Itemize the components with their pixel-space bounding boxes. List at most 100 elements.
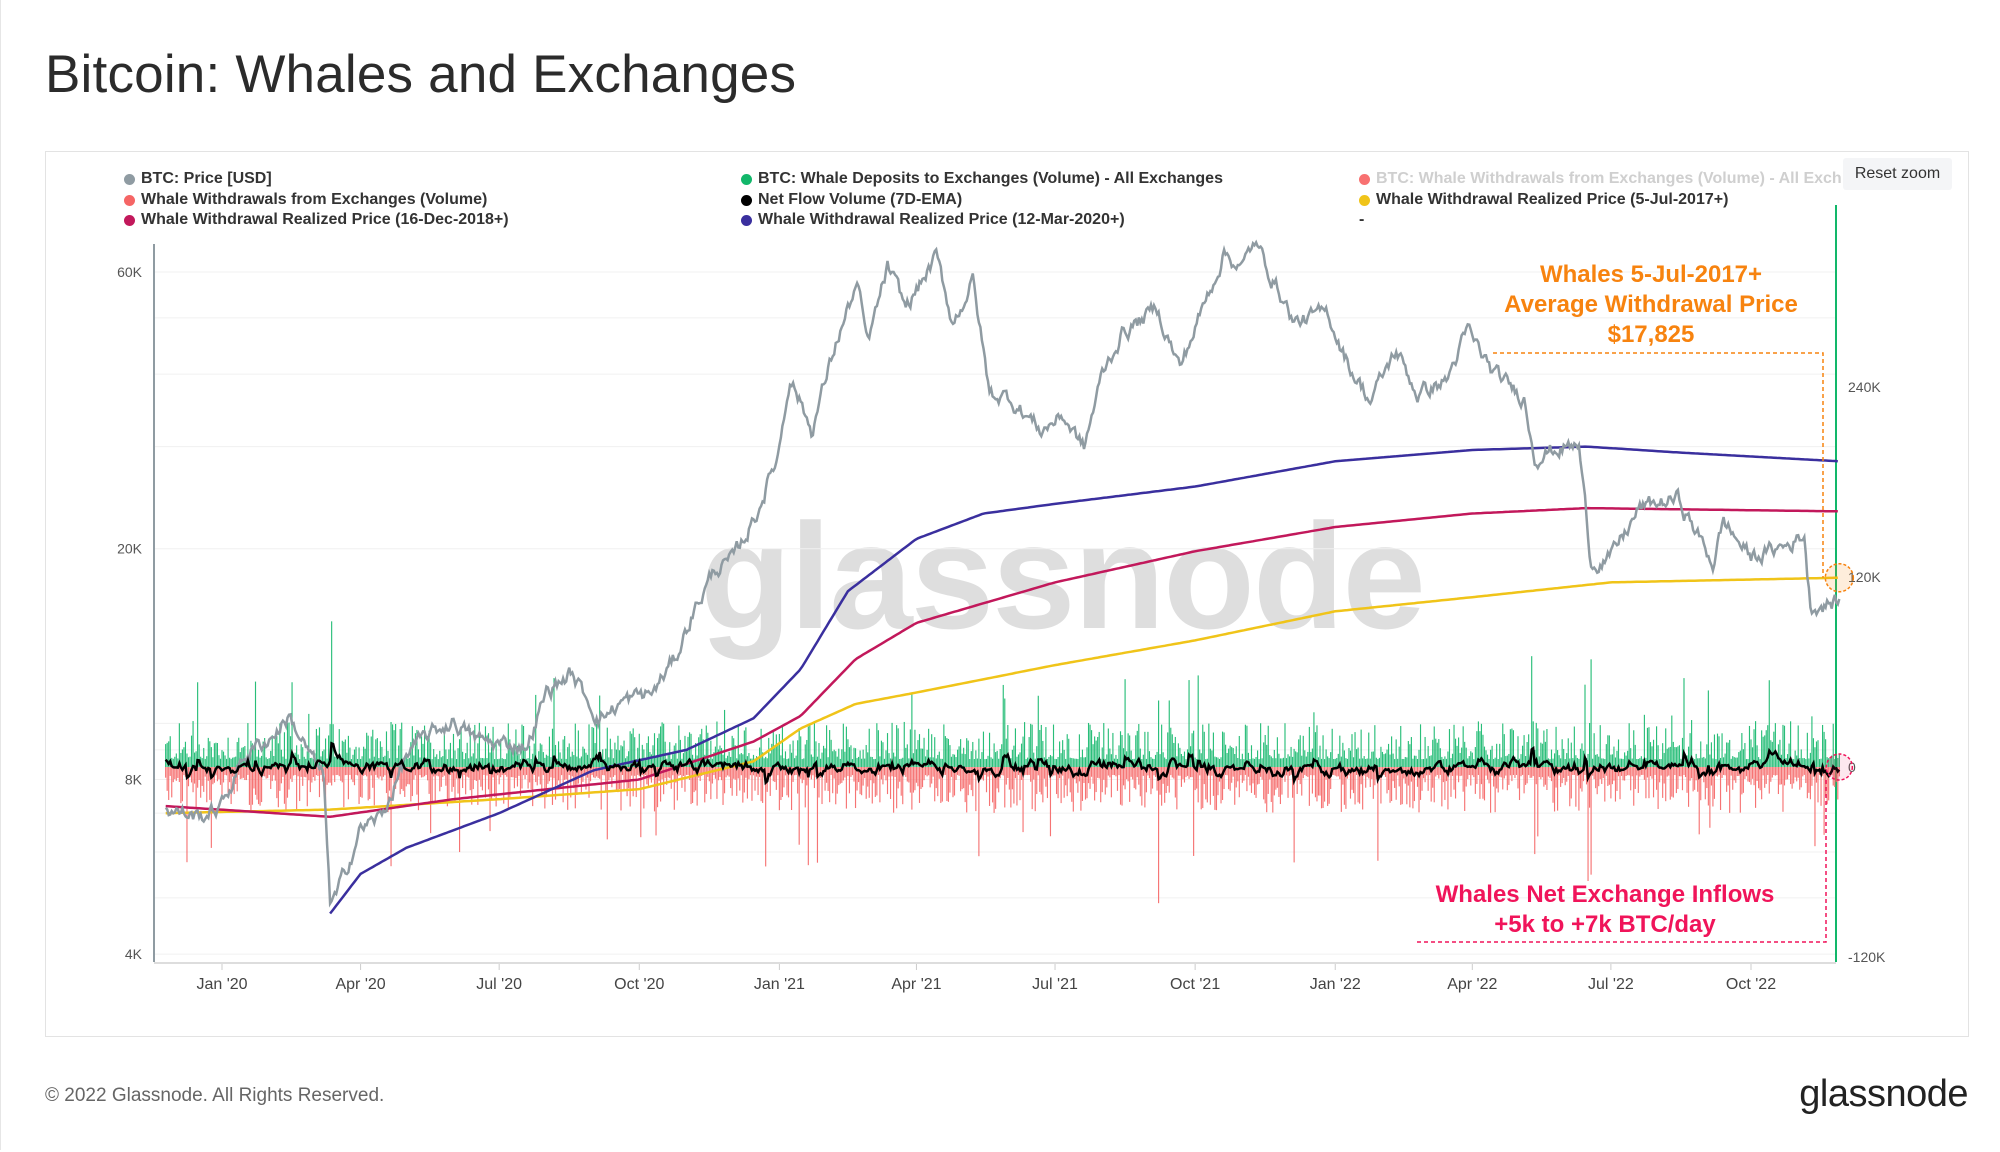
- deposit-bar: [224, 755, 226, 767]
- deposit-bar: [190, 735, 193, 767]
- legend-item[interactable]: BTC: Price [USD]: [124, 170, 272, 188]
- withdrawal-bar: [498, 767, 500, 785]
- withdrawal-bar: [1780, 767, 1783, 785]
- deposit-bar: [864, 758, 866, 767]
- deposit-bar: [416, 729, 418, 767]
- deposit-bar: [763, 758, 765, 767]
- withdrawal-bar: [1791, 767, 1793, 789]
- withdrawal-bar: [230, 767, 232, 805]
- deposit-bar: [1133, 758, 1135, 767]
- withdrawal-bar: [1642, 767, 1644, 775]
- withdrawal-bar: [323, 767, 325, 775]
- deposit-bar: [1237, 757, 1239, 767]
- deposit-bar: [1164, 757, 1166, 767]
- deposit-bar: [853, 747, 855, 767]
- deposit-bar: [495, 743, 497, 767]
- deposit-bar: [1072, 758, 1074, 767]
- withdrawal-bar: [261, 767, 263, 803]
- withdrawal-bar: [277, 767, 279, 808]
- withdrawal-bar: [1508, 767, 1510, 785]
- withdrawal-bar: [303, 767, 305, 777]
- deposit-bar: [1595, 754, 1597, 767]
- withdrawal-bar: [1189, 767, 1192, 778]
- withdrawal-bar: [672, 767, 674, 776]
- deposit-bar: [768, 737, 770, 767]
- withdrawal-bar: [1712, 767, 1714, 807]
- deposit-bar: [504, 759, 506, 767]
- deposit-bar: [262, 741, 264, 767]
- withdrawal-bar: [918, 767, 921, 803]
- withdrawal-bar: [547, 767, 549, 784]
- deposit-bar: [870, 756, 872, 767]
- withdrawal-bar: [1462, 767, 1464, 792]
- withdrawal-bar: [1474, 767, 1476, 794]
- reset-zoom-button[interactable]: Reset zoom: [1843, 158, 1952, 190]
- withdrawal-bar: [1687, 767, 1690, 807]
- withdrawal-bar: [1783, 767, 1786, 786]
- withdrawal-bar: [1077, 767, 1079, 793]
- deposit-bar: [297, 754, 299, 767]
- deposit-bar: [795, 755, 797, 767]
- legend-dot-icon: [124, 173, 135, 185]
- deposit-bar: [1665, 728, 1667, 767]
- deposit-bar: [1646, 727, 1649, 767]
- deposit-bar: [197, 682, 199, 767]
- deposit-bar: [868, 728, 870, 767]
- deposit-bar: [1042, 740, 1044, 767]
- withdrawal-bar: [1412, 767, 1414, 809]
- withdrawal-bar: [928, 767, 930, 776]
- legend-item[interactable]: Whale Withdrawal Realized Price (12-Mar-…: [741, 211, 1125, 229]
- legend-item[interactable]: -: [1359, 211, 1364, 229]
- deposit-bar: [1716, 733, 1719, 767]
- deposit-bar: [813, 723, 815, 767]
- deposit-bar: [695, 742, 697, 767]
- deposit-bar: [465, 753, 467, 767]
- deposit-bar: [679, 739, 681, 767]
- legend-item[interactable]: BTC: Whale Deposits to Exchanges (Volume…: [741, 170, 1228, 188]
- legend-item[interactable]: Net Flow Volume (7D-EMA): [741, 191, 962, 209]
- withdrawal-bar: [1537, 767, 1539, 837]
- deposit-bar: [1410, 737, 1412, 767]
- withdrawal-bar: [988, 767, 991, 806]
- withdrawal-bar: [1724, 767, 1726, 776]
- withdrawal-bar: [743, 767, 745, 793]
- withdrawal-bar: [483, 767, 485, 775]
- legend-item[interactable]: Whale Withdrawals from Exchanges (Volume…: [124, 191, 487, 209]
- deposit-bar: [1398, 746, 1400, 767]
- withdrawal-bar: [720, 767, 723, 781]
- withdrawal-bar: [1727, 767, 1729, 786]
- withdrawal-bar: [1716, 767, 1719, 777]
- deposit-bar: [1719, 757, 1722, 767]
- legend-item[interactable]: Whale Withdrawal Realized Price (5-Jul-2…: [1359, 191, 1728, 209]
- withdrawal-bar: [1129, 767, 1131, 802]
- withdrawal-bar: [1203, 767, 1205, 785]
- deposit-bar: [588, 724, 590, 767]
- deposit-bar: [699, 734, 701, 767]
- withdrawal-bar: [681, 767, 683, 788]
- deposit-bar: [1055, 759, 1058, 767]
- deposit-bar: [1148, 751, 1151, 767]
- deposit-bar: [1751, 747, 1754, 767]
- footer-logo[interactable]: glassnode: [1799, 1073, 1968, 1115]
- legend-item[interactable]: Whale Withdrawal Realized Price (16-Dec-…: [124, 211, 509, 229]
- deposit-bar: [1458, 737, 1460, 767]
- withdrawal-bar: [649, 767, 651, 779]
- deposit-bar: [1197, 675, 1199, 767]
- withdrawal-bar: [402, 767, 404, 791]
- legend-item[interactable]: BTC: Whale Withdrawals from Exchanges (V…: [1359, 170, 1842, 188]
- deposit-bar: [571, 751, 573, 767]
- deposit-bar: [273, 756, 275, 767]
- deposit-bar: [184, 741, 187, 767]
- deposit-bar: [1835, 752, 1837, 767]
- withdrawal-bar: [1681, 767, 1684, 791]
- deposit-bar: [714, 746, 716, 767]
- withdrawal-bar: [765, 767, 767, 867]
- deposit-bar: [1832, 723, 1834, 767]
- withdrawal-bar: [1738, 767, 1740, 776]
- withdrawal-bar: [693, 767, 695, 793]
- deposit-bar: [1700, 741, 1702, 767]
- deposit-bar: [1136, 730, 1138, 767]
- withdrawal-bar: [1526, 767, 1528, 784]
- withdrawal-bar: [536, 767, 538, 786]
